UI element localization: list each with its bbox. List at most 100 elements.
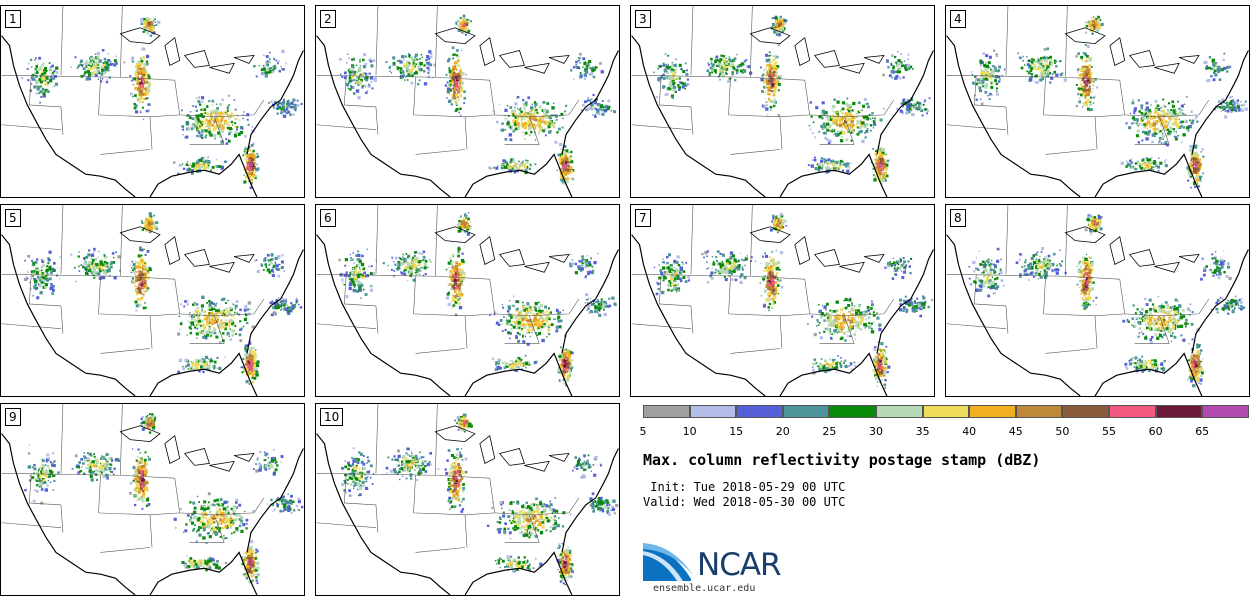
colorbar-swatch: [782, 405, 830, 418]
member-number-label: 7: [635, 209, 651, 227]
colorbar-tick-label: 35: [915, 425, 930, 438]
coastline: [946, 35, 1249, 197]
colorbar-tick-label: 20: [775, 425, 790, 438]
reflectivity-map: [946, 6, 1249, 197]
great-lakes: [119, 27, 255, 74]
colorbar-tick-label: 25: [822, 425, 837, 438]
state-borders: [631, 205, 895, 354]
echo-cells: [21, 17, 303, 189]
state-borders: [1, 205, 265, 354]
reflectivity-map: [1, 6, 304, 197]
reflectivity-map: [631, 6, 934, 197]
colorbar-tick-label: 30: [869, 425, 883, 438]
colorbar-swatch: [1062, 405, 1109, 418]
great-lakes: [1064, 226, 1200, 273]
member-number-label: 5: [5, 209, 21, 227]
member-number-label: 8: [950, 209, 966, 227]
coastline: [1, 234, 304, 396]
reflectivity-map: [946, 205, 1249, 396]
colorbar-tick-label: 50: [1055, 425, 1070, 438]
great-lakes: [749, 226, 885, 273]
member-number-label: 6: [320, 209, 336, 227]
member-number-label: 1: [5, 10, 21, 28]
reflectivity-map: [316, 205, 619, 396]
colorbar-swatch: [1155, 405, 1203, 418]
echo-cells: [24, 413, 304, 585]
member-number-label: 4: [950, 10, 966, 28]
great-lakes: [434, 425, 570, 472]
state-borders: [316, 6, 580, 155]
colorbar-swatch: [736, 405, 783, 418]
reflectivity-map: [1, 404, 304, 595]
state-borders: [1, 6, 265, 155]
postage-stamp-panel: 2: [315, 5, 620, 198]
echo-cells: [339, 14, 617, 185]
colorbar-swatch: [876, 405, 923, 418]
init-time: Init: Tue 2018-05-29 00 UTC: [643, 480, 846, 494]
postage-stamp-panel: 9: [0, 403, 305, 596]
colorbar-swatch: [689, 405, 737, 418]
coastline: [1, 433, 304, 595]
state-borders: [316, 205, 580, 354]
colorbar-swatch: [643, 405, 690, 418]
colorbar-swatch: [969, 405, 1016, 418]
echo-cells: [653, 212, 934, 390]
colorbar-tick-label: 60: [1148, 425, 1163, 438]
postage-stamp-panel: 10: [315, 403, 620, 596]
reflectivity-map: [316, 404, 619, 595]
postage-stamp-panel: 6: [315, 204, 620, 397]
colorbar-swatch: [1202, 405, 1249, 418]
ncar-logo-text: NCAR: [697, 547, 782, 583]
echo-cells: [968, 214, 1245, 388]
colorbar-swatch: [829, 405, 876, 418]
colorbar-tick-label: 65: [1195, 425, 1210, 438]
echo-cells: [23, 212, 303, 385]
colorbar-swatch: [922, 405, 970, 418]
coastline: [631, 35, 934, 197]
great-lakes: [119, 425, 255, 472]
postage-stamp-panel: 4: [945, 5, 1250, 198]
postage-stamp-panel: 3: [630, 5, 935, 198]
coastline: [316, 35, 619, 197]
colorbar-tick-label: 45: [1008, 425, 1023, 438]
coastline: [946, 234, 1249, 396]
member-number-label: 2: [320, 10, 336, 28]
state-borders: [316, 404, 580, 553]
postage-stamp-panel: 8: [945, 204, 1250, 397]
postage-stamp-panel: 5: [0, 204, 305, 397]
reflectivity-map: [316, 6, 619, 197]
reflectivity-map: [1, 205, 304, 396]
colorbar-tick-label: 55: [1102, 425, 1116, 438]
great-lakes: [749, 27, 885, 74]
site-url: ensemble.ucar.edu: [653, 583, 756, 594]
great-lakes: [119, 226, 255, 273]
colorbar-tick-label: 10: [682, 425, 697, 438]
reflectivity-map: [631, 205, 934, 396]
member-number-label: 3: [635, 10, 651, 28]
echo-cells: [653, 15, 931, 185]
valid-time: Valid: Wed 2018-05-30 00 UTC: [643, 495, 846, 509]
echo-cells: [970, 15, 1248, 189]
great-lakes: [434, 226, 570, 273]
state-borders: [631, 6, 895, 155]
coastline: [316, 234, 619, 396]
postage-stamp-panel: 7: [630, 204, 935, 397]
colorbar-tick-label: 40: [962, 425, 977, 438]
member-number-label: 9: [5, 408, 21, 426]
great-lakes: [1064, 27, 1200, 74]
echo-cells: [341, 413, 619, 586]
ncar-logo-icon: [643, 543, 693, 581]
member-number-label: 10: [320, 408, 344, 426]
coastline: [1, 35, 304, 197]
coastline: [631, 234, 934, 396]
figure-title: Max. column reflectivity postage stamp (…: [643, 451, 1041, 469]
great-lakes: [434, 27, 570, 74]
colorbar-tick-label: 5: [639, 425, 647, 438]
state-borders: [946, 205, 1210, 354]
postage-stamp-panel: 1: [0, 5, 305, 198]
colorbar-swatch: [1109, 405, 1156, 418]
colorbar-tick-label: 15: [729, 425, 744, 438]
coastline: [316, 433, 619, 595]
state-borders: [1, 404, 265, 553]
state-borders: [946, 6, 1210, 155]
